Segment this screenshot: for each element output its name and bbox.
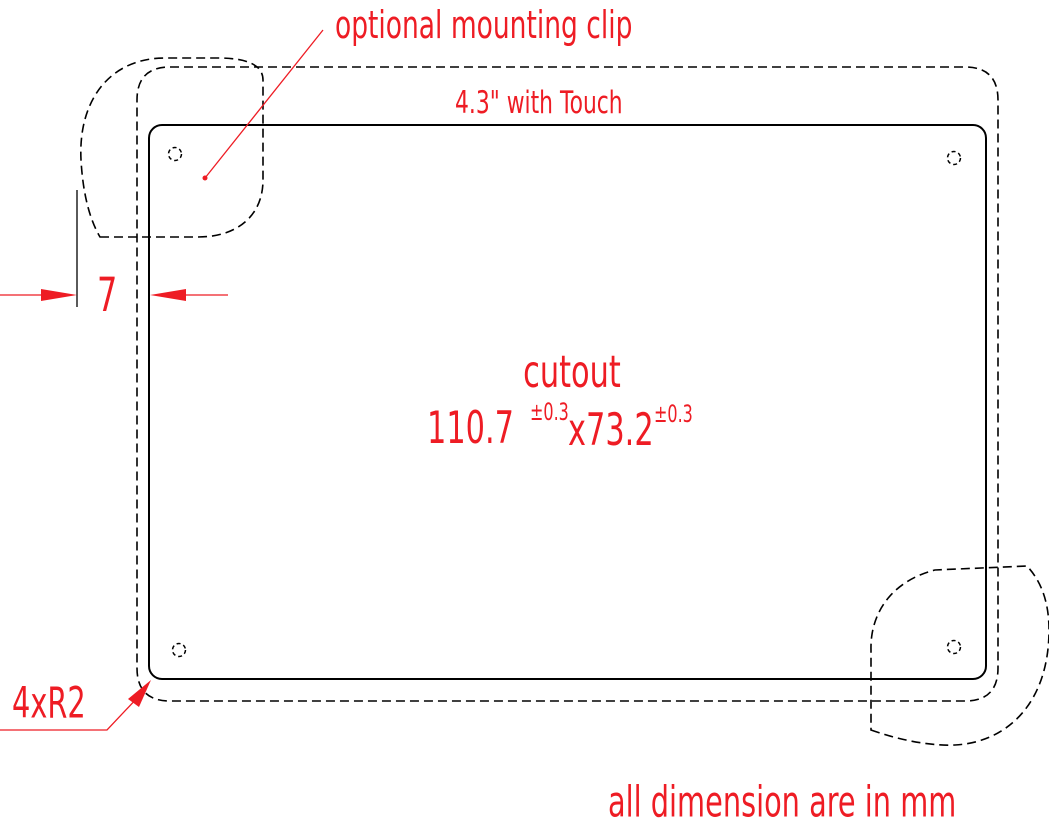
clearance-dimension-value: 7 <box>97 268 117 323</box>
cutout-outline <box>148 124 987 680</box>
radius-leader-arrow <box>128 680 151 707</box>
mounting-hole-top-right <box>946 150 962 166</box>
mounting-hole-bottom-left <box>171 642 187 658</box>
cutout-width-value: 110.7 <box>427 402 514 455</box>
mounting-clip-outline-top-left <box>80 57 264 238</box>
mounting-hole-bottom-right <box>946 639 962 655</box>
cutout-height-value: x73.2 <box>568 404 654 457</box>
cutout-title: cutout <box>523 346 621 399</box>
corner-radius-label: 4xR2 <box>12 678 86 728</box>
bezel-outline <box>136 66 999 702</box>
dimension-arrow-left <box>41 289 77 301</box>
clip-leader-line <box>204 29 324 179</box>
cutout-height-tolerance: ±0.3 <box>654 400 693 428</box>
cutout-width-tolerance: ±0.3 <box>530 398 569 426</box>
mounting-clip-label: optional mounting clip <box>335 3 632 47</box>
mounting-hole-top-left <box>167 146 183 162</box>
clip-leader-dot <box>202 175 208 181</box>
radius-leader-line <box>0 694 141 731</box>
mounting-clip-outline-bottom-right <box>870 565 1049 746</box>
product-label: 4.3" with Touch <box>455 85 623 121</box>
dimension-arrow-right <box>150 289 186 301</box>
units-note: all dimension are in mm <box>608 777 956 825</box>
